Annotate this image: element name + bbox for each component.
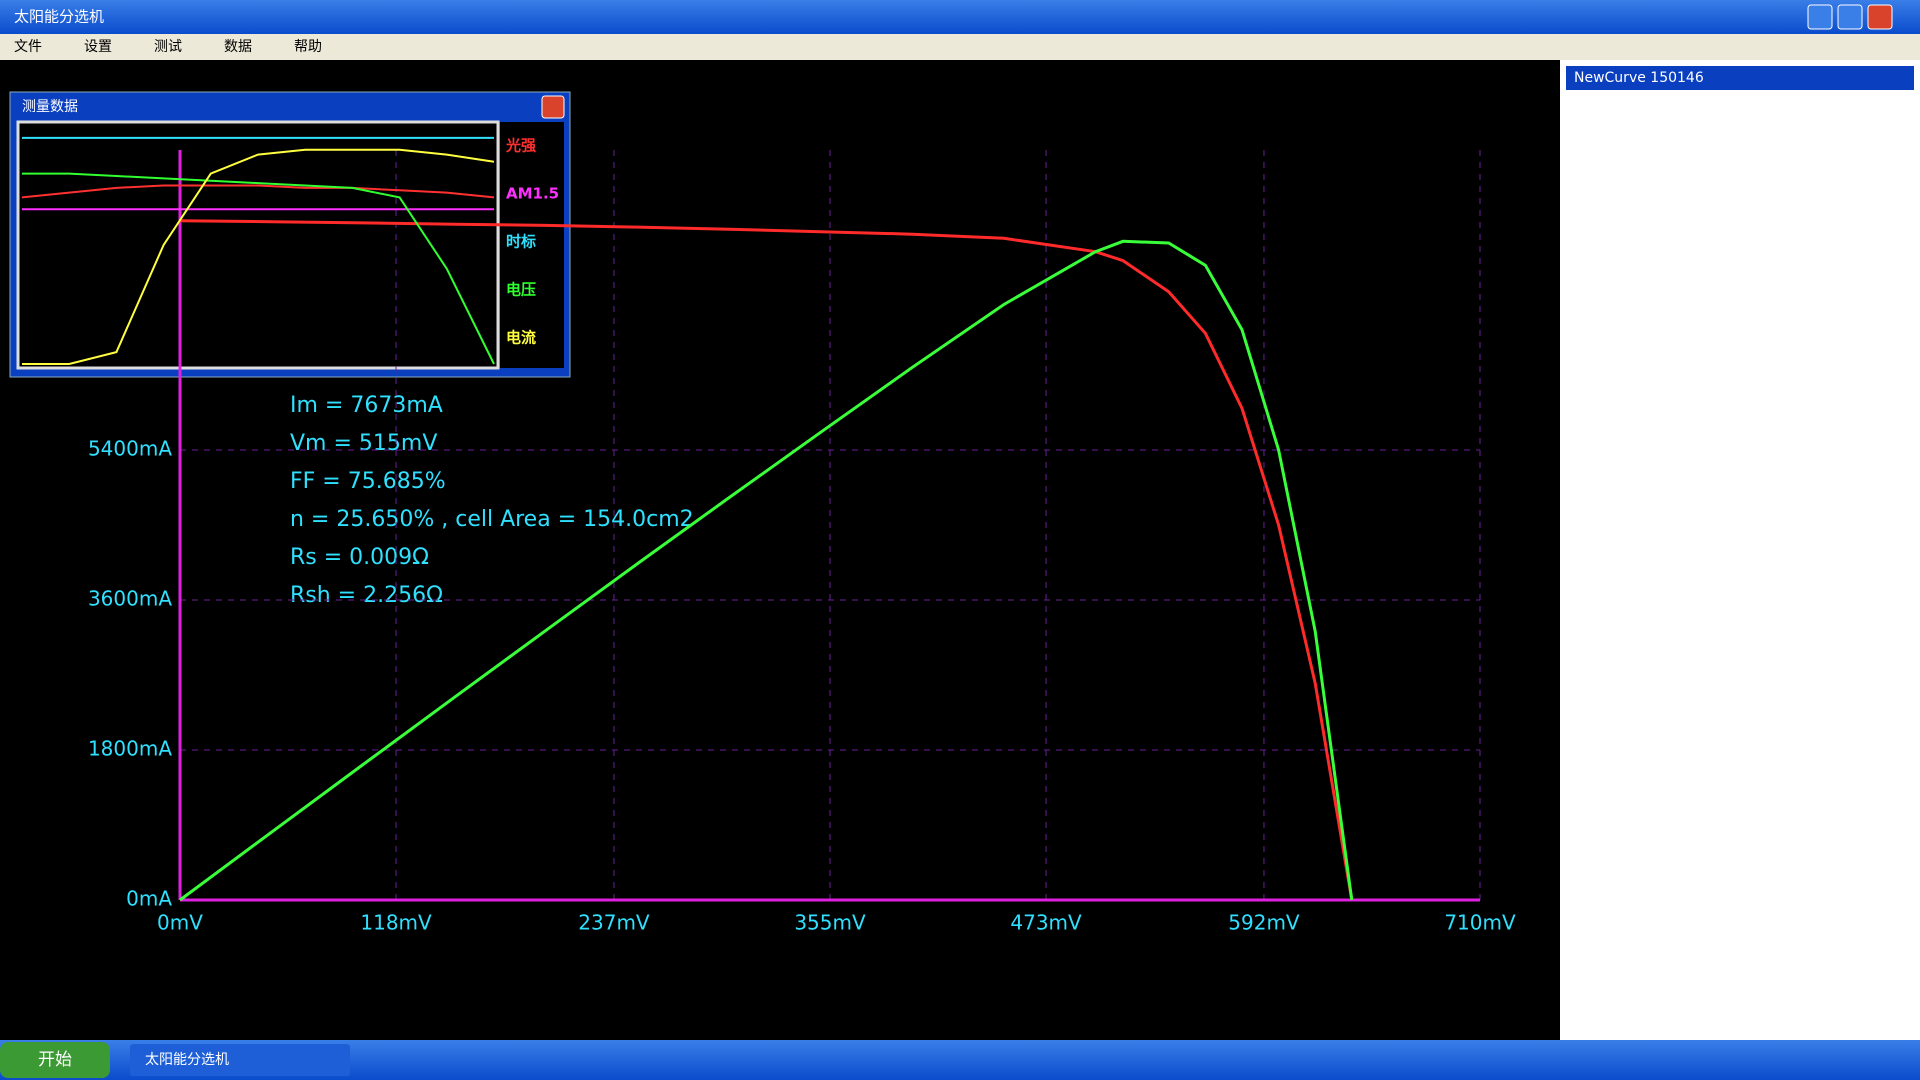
minimize-button[interactable] <box>1807 4 1833 30</box>
result-line: FF = 75.685% <box>290 469 446 494</box>
data-window-close[interactable] <box>541 95 565 119</box>
series-line <box>179 239 1354 902</box>
y-tick-label: 3600mA <box>88 587 172 611</box>
series-line <box>22 148 495 365</box>
legend-label: 光强 <box>505 137 536 155</box>
x-tick-label: 237mV <box>578 911 650 935</box>
result-line: Vm = 515mV <box>290 431 437 456</box>
data-window-title: 测量数据 <box>22 99 78 115</box>
legend-label: AM1.5 <box>506 185 559 203</box>
close-button[interactable] <box>1867 4 1893 30</box>
x-tick-label: 0mV <box>157 911 203 935</box>
menu-item[interactable]: 数据 <box>224 39 252 55</box>
start-button[interactable] <box>0 1042 110 1078</box>
title-bar <box>0 0 1920 34</box>
menu: 文件 设置 测试 数据 帮助 <box>14 39 322 55</box>
x-tick-label: 592mV <box>1228 911 1300 935</box>
start-label: 开始 <box>38 1050 72 1070</box>
result-line: n = 25.650% , cell Area = 154.0cm2 <box>290 507 694 532</box>
mini-plot <box>16 120 500 370</box>
x-tick-label: 118mV <box>360 911 432 935</box>
series-line <box>21 184 495 199</box>
result-line: Rs = 0.009Ω <box>290 545 429 570</box>
menu-item[interactable]: 设置 <box>84 39 112 55</box>
menu-bar <box>0 34 1920 60</box>
legend-label: 时标 <box>506 233 536 251</box>
curve-list-item[interactable] <box>1566 66 1914 90</box>
y-tick-label: 0mA <box>126 887 172 911</box>
menu-item[interactable]: 帮助 <box>294 39 322 55</box>
result-line: Rsh = 2.256Ω <box>290 583 443 608</box>
legend-label: 电流 <box>506 329 536 347</box>
curve-list-panel <box>1560 60 1920 1040</box>
maximize-button[interactable] <box>1837 4 1863 30</box>
curve-list-label: NewCurve 150146 <box>1574 70 1704 86</box>
menu-item[interactable]: 文件 <box>14 39 42 55</box>
menu-item[interactable]: 测试 <box>154 39 182 55</box>
y-tick-label: 5400mA <box>88 437 172 461</box>
taskbar-item[interactable] <box>130 1044 350 1076</box>
taskbar-item-label: 太阳能分选机 <box>145 1052 229 1068</box>
result-line: Im = 7673mA <box>290 393 443 418</box>
x-tick-label: 710mV <box>1444 911 1516 935</box>
mini-legend <box>500 122 564 368</box>
x-tick-label: 355mV <box>794 911 866 935</box>
series-line <box>179 219 1354 901</box>
y-tick-label: 1800mA <box>88 737 172 761</box>
x-tick-label: 473mV <box>1010 911 1082 935</box>
series-line <box>22 172 495 365</box>
legend-label: 电压 <box>506 281 536 299</box>
window-title: 太阳能分选机 <box>14 8 104 26</box>
